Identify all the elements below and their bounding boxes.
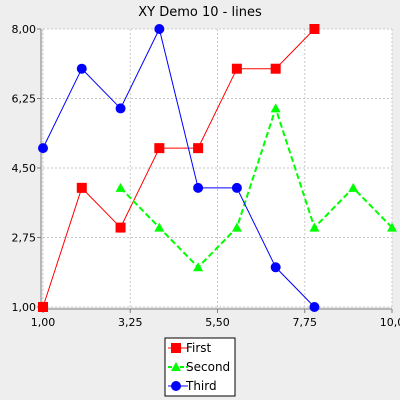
legend-marker-third xyxy=(171,381,181,391)
y-tick-label: 2,75 xyxy=(12,232,37,245)
legend-marker-first xyxy=(171,343,181,353)
x-tick-label: 3,25 xyxy=(118,316,143,329)
series-line-third xyxy=(42,27,315,308)
legend: First Second Third xyxy=(164,337,236,397)
legend-label-first: First xyxy=(186,341,212,355)
y-tick-label: 1,00 xyxy=(12,301,37,314)
x-tick-label: 7,75 xyxy=(293,316,318,329)
data-point-first xyxy=(309,24,320,34)
x-tick-label: 1,00 xyxy=(31,316,56,329)
data-point-third xyxy=(154,24,165,34)
data-point-first xyxy=(270,63,281,74)
data-point-third xyxy=(309,302,320,312)
data-point-second xyxy=(387,222,397,232)
data-point-second xyxy=(115,182,126,192)
x-tick-label: 5,50 xyxy=(205,316,230,329)
data-point-third xyxy=(270,262,281,273)
data-point-first xyxy=(76,182,87,193)
data-point-second xyxy=(309,222,320,232)
data-point-second xyxy=(154,222,165,232)
data-point-first xyxy=(115,222,126,233)
data-point-third xyxy=(115,103,126,114)
legend-label-second: Second xyxy=(186,360,230,374)
y-tick-label: 8,00 xyxy=(12,23,37,36)
data-point-second xyxy=(231,222,242,232)
y-tick-label: 6,25 xyxy=(12,93,37,106)
data-point-first xyxy=(193,143,204,154)
data-point-first xyxy=(231,63,242,74)
plot-area xyxy=(43,29,392,307)
legend-marker-second xyxy=(171,362,181,371)
data-point-second xyxy=(193,262,204,272)
data-point-second xyxy=(270,103,281,113)
chart-title: XY Demo 10 - lines xyxy=(138,5,262,20)
data-point-first xyxy=(154,143,165,154)
legend-label-third: Third xyxy=(185,379,217,393)
series-line-second xyxy=(119,105,393,269)
data-point-third xyxy=(193,182,204,193)
data-point-second xyxy=(348,182,359,192)
y-tick-label: 4,50 xyxy=(12,162,37,175)
data-point-first xyxy=(38,302,48,312)
data-point-third xyxy=(76,63,87,74)
data-point-third xyxy=(38,143,48,154)
data-point-third xyxy=(231,182,242,193)
x-tick-label: 10,0 xyxy=(380,316,400,329)
series-line-first xyxy=(42,28,315,308)
